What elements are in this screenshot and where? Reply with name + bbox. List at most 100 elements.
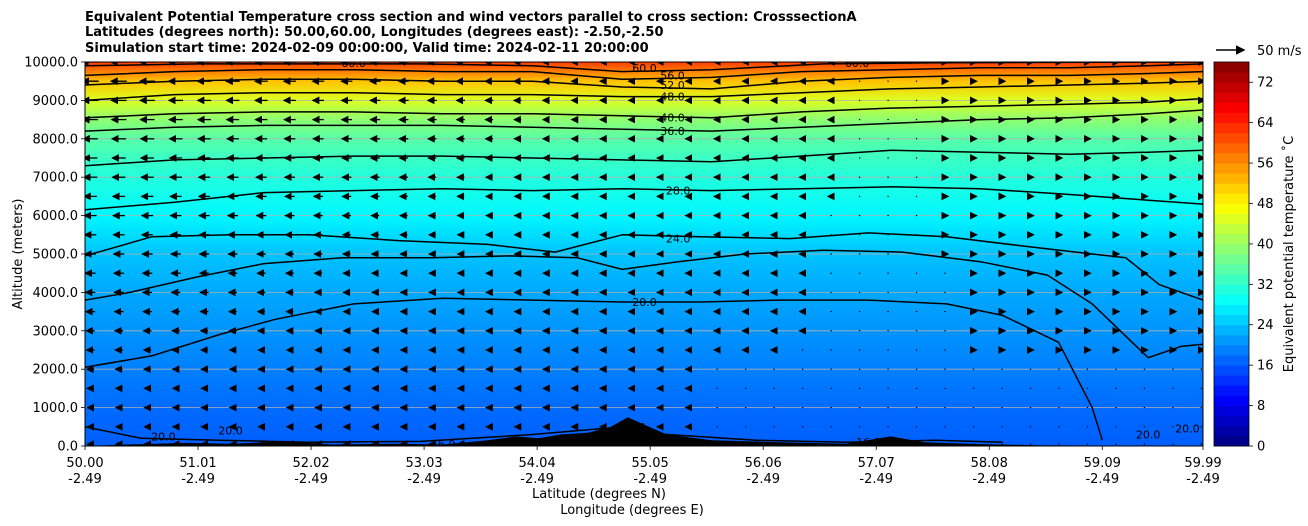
terrain — [85, 417, 1203, 446]
contour-label: 20.0 — [1136, 428, 1161, 441]
wind-vector — [972, 443, 975, 445]
wind-vector — [858, 291, 861, 294]
contour-label: 16.0 — [431, 438, 456, 451]
wind-vector — [944, 330, 946, 332]
contour-line-56 — [85, 63, 1203, 81]
wind-vector — [1029, 443, 1032, 445]
wind-vector — [1115, 443, 1117, 445]
x-tick-label-lat: 59.09 — [1084, 456, 1121, 471]
wind-vector — [1200, 387, 1203, 390]
colorbar: 0 8 16 24 32 40 48 56 64 72 Equivalent potential … — [1213, 61, 1297, 455]
colorbar-step — [1214, 375, 1249, 386]
wind-vector — [1086, 387, 1089, 390]
y-tick-label: 3000.0 — [33, 324, 79, 339]
wind-vector — [1115, 406, 1117, 409]
colorbar-tick-label: 72 — [1257, 76, 1274, 91]
contour-line-52 — [85, 70, 1203, 90]
quiver-key: 50 m/s — [1216, 44, 1302, 59]
wind-vector — [944, 426, 946, 428]
contour-label: 20.0 — [520, 436, 545, 449]
wind-vector — [1058, 426, 1060, 428]
wind-vector — [744, 406, 747, 409]
wind-vector — [801, 368, 804, 370]
colorbar-step — [1214, 142, 1249, 154]
colorbar-step — [1214, 62, 1249, 73]
wind-vector — [858, 443, 861, 445]
contour-label: 60.0 — [845, 57, 870, 70]
wind-vector — [915, 80, 918, 82]
colorbar-step — [1214, 122, 1249, 134]
plot-area: 60.056.052.048.040.036.028.024.020.060.0… — [85, 57, 1203, 451]
colorbar-step — [1214, 92, 1249, 103]
colorbar-tick-label: 32 — [1257, 278, 1274, 293]
wind-vector — [887, 426, 889, 428]
wind-vector — [830, 406, 832, 409]
wind-vector — [744, 426, 747, 428]
wind-vector — [1143, 426, 1146, 428]
colorbar-tick-label: 16 — [1257, 359, 1274, 374]
wind-vector — [1143, 406, 1146, 409]
wind-vector — [1086, 443, 1089, 445]
wind-vector — [1143, 368, 1146, 370]
x-tick-label-lon: -2.49 — [1085, 472, 1119, 487]
wind-vector — [1200, 368, 1203, 370]
colorbar-step — [1214, 152, 1249, 164]
x-tick-label-lon: -2.49 — [181, 472, 215, 487]
x-tick-label-lat: 53.03 — [405, 456, 442, 471]
colorbar-step — [1214, 324, 1249, 336]
wind-vector — [830, 291, 832, 294]
x-tick-label-lat: 51.01 — [179, 456, 216, 471]
wind-vector — [1200, 406, 1203, 409]
wind-vector — [858, 195, 861, 198]
wind-vector — [944, 387, 946, 390]
contour-label: 20.0 — [1175, 423, 1200, 436]
colorbar-tick-label: 0 — [1257, 440, 1265, 455]
wind-vector — [830, 310, 832, 313]
x-tick-label-lon: -2.49 — [972, 472, 1006, 487]
wind-vector — [1086, 406, 1089, 409]
wind-vector — [1200, 426, 1203, 428]
contour-label: 36.0 — [660, 125, 685, 138]
wind-vector — [887, 349, 889, 351]
colorbar-step — [1214, 203, 1249, 214]
wind-vector — [716, 387, 718, 390]
contour-line-32 — [85, 149, 1203, 167]
wind-vector — [915, 118, 918, 121]
wind-vector — [915, 387, 918, 390]
wind-vector — [944, 368, 946, 370]
y-tick-label: 5000.0 — [33, 248, 79, 263]
wind-vector — [716, 426, 718, 428]
wind-vector — [915, 138, 918, 140]
wind-vector — [801, 387, 804, 390]
wind-vector — [887, 330, 889, 332]
colorbar-step — [1214, 344, 1249, 356]
colorbar-step — [1214, 193, 1249, 204]
wind-vector — [887, 234, 889, 236]
contour-line-20 — [85, 249, 1203, 359]
colorbar-frame — [1213, 61, 1250, 447]
y-axis-ticks: 0.0 1000.0 2000.0 3000.0 4000.0 5000.0 6000.0 7… — [24, 56, 85, 455]
wind-vector — [858, 272, 861, 274]
wind-vector — [830, 426, 832, 428]
colorbar-step — [1214, 284, 1249, 295]
grid-lines — [85, 62, 1203, 446]
contour-label: 40.0 — [660, 112, 685, 125]
contour-label: 16.0 — [856, 436, 881, 449]
wind-vector — [1115, 426, 1117, 428]
wind-vector — [858, 310, 861, 313]
y-tick-label: 0.0 — [57, 440, 78, 455]
colorbar-tick-label: 56 — [1257, 157, 1274, 172]
colorbar-step — [1214, 274, 1249, 285]
wind-vector — [944, 291, 946, 294]
x-tick-label-lon: -2.49 — [68, 472, 102, 487]
contour-label: 28.0 — [666, 185, 691, 198]
wind-vector — [801, 443, 804, 445]
wind-vector — [830, 443, 832, 445]
colorbar-tick-label: 64 — [1257, 116, 1274, 131]
wind-vector — [887, 291, 889, 294]
wind-vector — [915, 157, 918, 159]
x-tick-label-lon: -2.49 — [1186, 472, 1220, 487]
wind-vector — [887, 138, 889, 140]
x-tick-label-lat: 56.06 — [745, 456, 782, 471]
chart-title-line-1: Equivalent Potential Temperature cross s… — [85, 10, 857, 25]
